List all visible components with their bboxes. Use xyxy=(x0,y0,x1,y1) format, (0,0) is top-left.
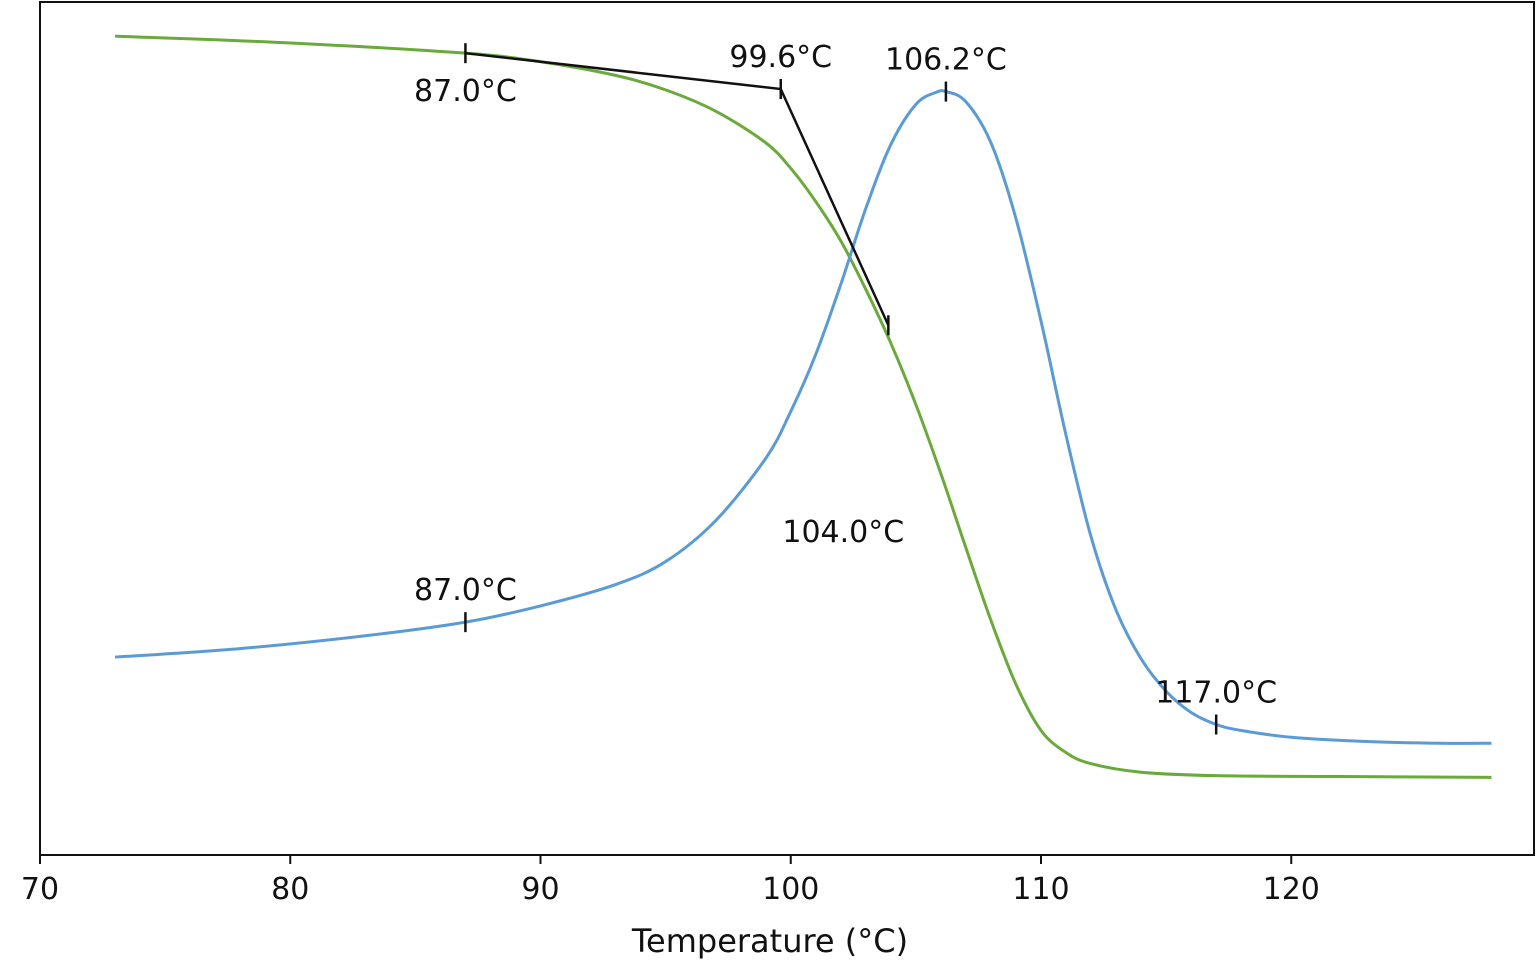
chart-series xyxy=(114,34,1492,779)
x-tick-label-1: 80 xyxy=(271,872,309,907)
x-tick-label-3: 100 xyxy=(762,872,819,907)
annotation-1: 99.6°C xyxy=(729,40,832,75)
temperature-markers xyxy=(464,43,1218,735)
chart-axes: 70 80 90 100 110 120 xyxy=(21,1,1535,907)
annotation-4: 87.0°C xyxy=(414,573,517,608)
plot-frame xyxy=(39,1,1535,856)
annotation-3: 104.0°C xyxy=(782,515,904,550)
x-axis-title: Temperature (°C) xyxy=(631,922,908,960)
series-line-0 xyxy=(115,34,1492,779)
annotation-5: 117.0°C xyxy=(1155,675,1277,710)
x-tick-label-4: 110 xyxy=(1012,872,1069,907)
x-tick-label-5: 120 xyxy=(1263,872,1320,907)
annotation-0: 87.0°C xyxy=(414,74,517,109)
annotation-2: 106.2°C xyxy=(885,43,1007,78)
series-line-1 xyxy=(114,89,1492,745)
temperature-annotations: 87.0°C 99.6°C 106.2°C 104.0°C 87.0°C 117.0°C xyxy=(414,40,1277,710)
x-tick-label-2: 90 xyxy=(521,872,559,907)
x-tick-label-0: 70 xyxy=(21,872,59,907)
